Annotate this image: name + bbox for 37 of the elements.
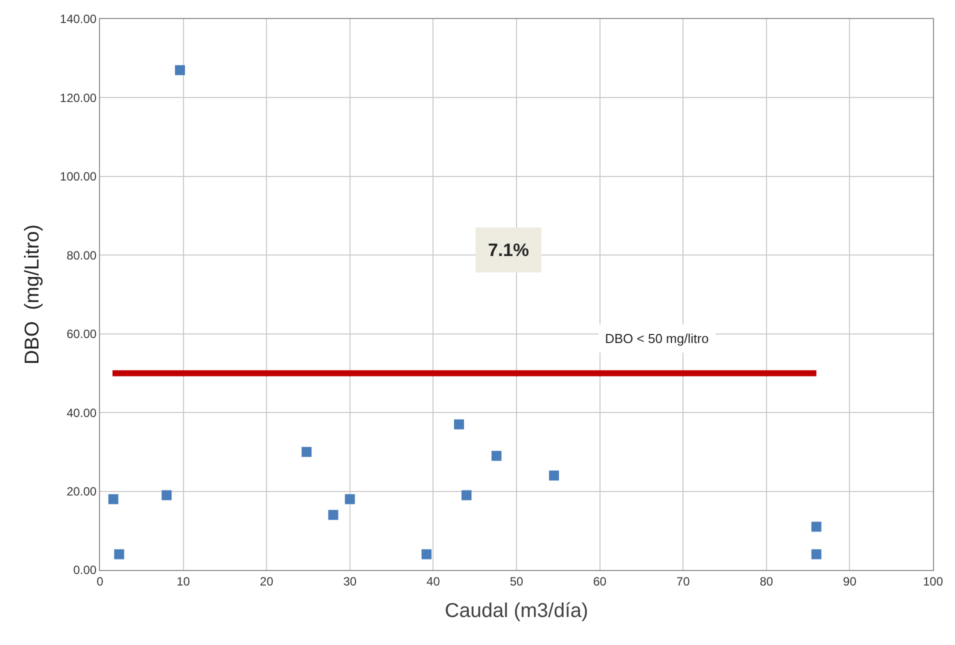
x-tick-label: 50 [510,574,524,588]
x-tick-label: 80 [760,574,774,588]
annotation: DBO < 50 mg/litro [605,331,709,346]
x-tick-label: 60 [593,574,607,588]
point [422,549,432,560]
y-tick-label: 140.00 [60,12,97,26]
x-tick-label: 30 [343,574,357,588]
point [328,510,338,520]
x-tick-label: 40 [426,574,440,588]
point [492,450,502,461]
point [162,490,172,500]
point [344,494,355,504]
y-tick-label: 100.00 [60,170,97,184]
x-tick-label: 70 [676,574,690,588]
point [811,549,822,560]
point [174,65,185,76]
point [548,470,559,481]
annotation: 7.1% [488,240,530,260]
point [302,446,312,457]
point [114,549,124,560]
y-tick-label: 20.00 [66,484,97,498]
y-axis-title: DBO (mg/Litro) [21,224,44,365]
x-tick-label: 10 [176,574,190,588]
y-tick-label: 120.00 [60,90,97,105]
x-axis-title: Caudal (m3/día) [444,600,588,622]
point [108,494,118,504]
point [454,419,464,430]
point [462,490,472,500]
y-tick-label: 60.00 [66,327,97,342]
x-tick-label: 0 [96,574,104,588]
point [811,522,822,532]
y-tick-label: 80.00 [66,248,97,262]
x-tick-label: 20 [260,574,274,588]
x-tick-label: 90 [843,574,857,588]
y-tick-label: 0.00 [73,563,97,578]
x-tick-label: 100 [922,574,944,588]
y-tick-label: 40.00 [66,406,97,420]
